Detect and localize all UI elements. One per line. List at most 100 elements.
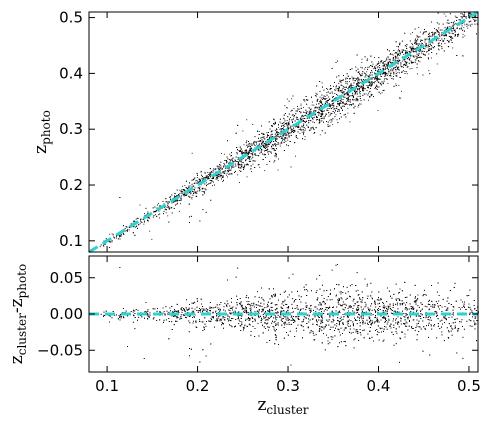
- scatter-point: [439, 45, 441, 47]
- scatter-point: [415, 55, 417, 57]
- scatter-point: [403, 66, 404, 68]
- scatter-point: [360, 87, 362, 89]
- scatter-point: [180, 197, 182, 199]
- scatter-point: [173, 201, 175, 203]
- scatter-point: [264, 146, 266, 148]
- scatter-point: [438, 23, 440, 25]
- scatter-point: [339, 81, 341, 82]
- scatter-point: [340, 98, 342, 100]
- scatter-point: [203, 191, 205, 193]
- scatter-point: [446, 28, 447, 30]
- scatter-point: [222, 171, 224, 173]
- scatter-point: [354, 92, 356, 94]
- scatter-point: [350, 84, 351, 86]
- scatter-point: [263, 146, 265, 147]
- scatter-point: [252, 154, 254, 156]
- scatter-point: [469, 17, 471, 19]
- scatter-point: [321, 94, 323, 96]
- scatter-point: [204, 188, 206, 190]
- scatter-point: [243, 152, 245, 154]
- scatter-point: [455, 34, 456, 36]
- scatter-point: [312, 118, 313, 119]
- scatter-point: [257, 130, 258, 132]
- scatter-point: [441, 38, 443, 40]
- scatter-point: [202, 187, 204, 189]
- scatter-point: [430, 35, 432, 37]
- scatter-point: [396, 46, 398, 47]
- scatter-point: [471, 23, 473, 25]
- scatter-point: [355, 91, 356, 93]
- scatter-point: [287, 145, 289, 147]
- scatter-point: [262, 142, 264, 144]
- scatter-point: [451, 31, 453, 33]
- scatter-point: [383, 80, 385, 82]
- scatter-point: [263, 145, 265, 147]
- scatter-point: [326, 108, 328, 110]
- scatter-point: [420, 50, 422, 52]
- scatter-point: [436, 63, 438, 65]
- scatter-point: [457, 34, 459, 36]
- scatter-point: [379, 62, 381, 64]
- scatter-point: [239, 170, 241, 172]
- scatter-point: [198, 187, 199, 189]
- scatter-point: [228, 162, 230, 164]
- scatter-point: [463, 15, 465, 17]
- scatter-point: [461, 16, 463, 18]
- scatter-point: [147, 217, 149, 219]
- scatter-point: [287, 139, 289, 141]
- scatter-point: [453, 29, 455, 31]
- scatter-point: [358, 85, 359, 87]
- scatter-point: [310, 128, 312, 130]
- scatter-point: [188, 203, 190, 205]
- scatter-point: [295, 110, 297, 112]
- scatter-point: [210, 174, 211, 176]
- scatter-point: [364, 76, 366, 78]
- scatter-point: [348, 85, 350, 87]
- scatter-point: [278, 124, 279, 126]
- scatter-point: [245, 159, 247, 160]
- scatter-point: [235, 170, 236, 172]
- scatter-point: [379, 67, 381, 69]
- scatter-point: [328, 115, 330, 117]
- scatter-point: [383, 72, 384, 74]
- scatter-point: [237, 161, 239, 163]
- scatter-point: [218, 174, 220, 175]
- scatter-point: [331, 113, 333, 115]
- scatter-point: [174, 193, 176, 194]
- scatter-point: [431, 41, 433, 43]
- scatter-point: [248, 141, 249, 142]
- scatter-point: [380, 73, 382, 75]
- scatter-point: [420, 42, 422, 44]
- scatter-point: [424, 31, 426, 33]
- scatter-point: [331, 68, 333, 69]
- scatter-point: [352, 77, 354, 79]
- scatter-point: [441, 34, 443, 36]
- scatter-point: [251, 158, 253, 160]
- scatter-point: [391, 68, 393, 70]
- scatter-point: [470, 13, 472, 15]
- scatter-point: [368, 76, 370, 78]
- scatter-point: [293, 132, 295, 133]
- scatter-point: [359, 81, 361, 83]
- scatter-point: [279, 145, 281, 147]
- scatter-point: [353, 82, 355, 84]
- scatter-point: [282, 123, 284, 124]
- scatter-point: [357, 85, 359, 86]
- scatter-point: [438, 27, 440, 29]
- scatter-point: [331, 120, 333, 122]
- scatter-point: [286, 107, 288, 109]
- scatter-point: [438, 37, 440, 39]
- scatter-point: [462, 33, 464, 35]
- scatter-point: [395, 65, 397, 67]
- scatter-point: [384, 75, 386, 77]
- scatter-point: [371, 84, 373, 86]
- scatter-point: [404, 53, 406, 55]
- scatter-point: [300, 129, 302, 131]
- scatter-point: [255, 154, 257, 156]
- scatter-point: [215, 168, 217, 170]
- scatter-point: [248, 150, 250, 152]
- scatter-point: [231, 152, 232, 154]
- scatter-point: [411, 47, 413, 49]
- scatter-point: [324, 132, 326, 134]
- scatter-point: [308, 120, 309, 122]
